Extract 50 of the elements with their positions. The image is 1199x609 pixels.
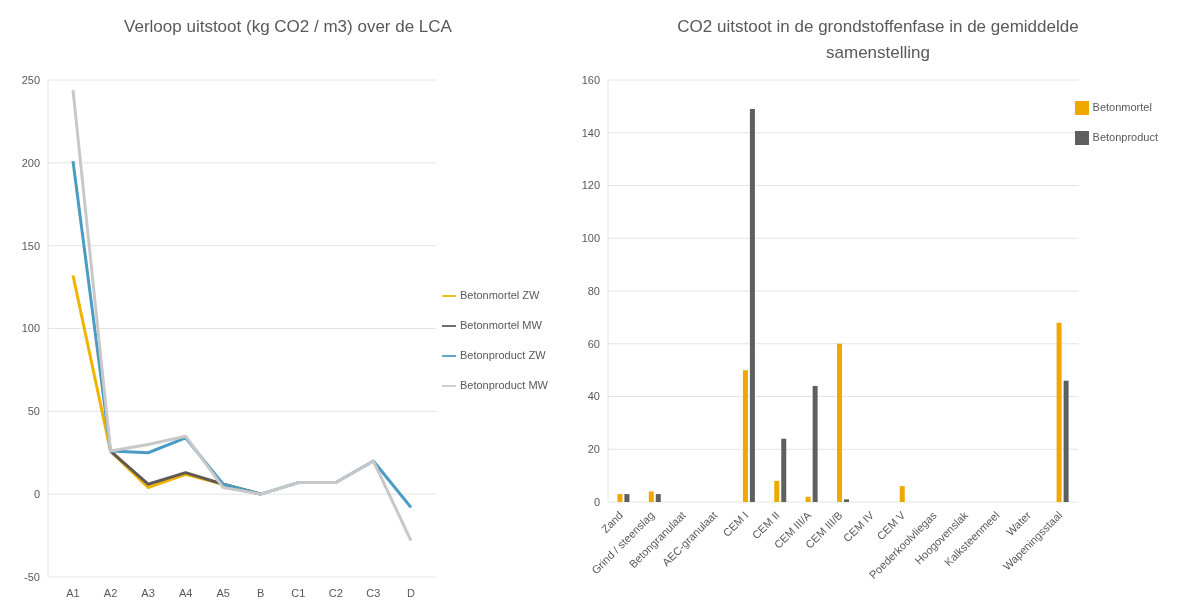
y-tick-label: 100 <box>21 322 40 335</box>
bar <box>1063 380 1069 502</box>
bar <box>749 109 755 502</box>
x-tick-label: A2 <box>103 587 118 599</box>
bar <box>774 480 780 502</box>
y-tick-label: 150 <box>21 239 40 252</box>
x-tick-label: C1 <box>291 587 306 599</box>
y-tick-label: 140 <box>581 126 600 139</box>
x-tick-label: B <box>257 587 265 599</box>
y-tick-label: 40 <box>587 390 600 403</box>
y-tick-label: 250 <box>21 73 40 86</box>
bar <box>648 491 654 502</box>
bar <box>655 494 661 502</box>
bar <box>837 343 843 502</box>
y-tick-label: 20 <box>587 443 600 456</box>
bar <box>624 494 630 502</box>
x-tick-label: A5 <box>216 587 230 599</box>
y-tick-label: 80 <box>587 284 600 297</box>
y-tick-label: 50 <box>27 405 40 418</box>
bar <box>742 370 748 502</box>
bar <box>805 496 811 502</box>
y-tick-label: 0 <box>33 488 40 501</box>
y-tick-label: 0 <box>593 495 600 508</box>
chart-title: CO2 uitstoot in de grondstoffenfase in de gemiddelde samenstelling <box>676 16 1080 64</box>
legend-label: Betonmortel MW <box>459 318 542 331</box>
bar <box>899 486 905 502</box>
x-tick-label: C2 <box>328 587 343 599</box>
y-tick-label: 200 <box>21 156 40 169</box>
bar <box>781 438 787 502</box>
y-tick-label: 60 <box>587 337 600 350</box>
bar <box>617 494 623 502</box>
x-tick-label: C3 <box>366 587 381 599</box>
bar <box>1056 322 1062 502</box>
bar <box>812 385 818 502</box>
legend-label: Betonproduct MW <box>459 378 548 391</box>
y-tick-label: 120 <box>581 179 600 192</box>
x-tick-label: A1 <box>66 587 80 599</box>
legend-label: Betonmortel <box>1092 101 1152 113</box>
legend-label: Betonproduct <box>1092 131 1158 143</box>
x-tick-label: A3 <box>141 587 155 599</box>
x-tick-label: D <box>406 587 415 599</box>
line-series <box>71 88 413 543</box>
y-tick-label: -50 <box>24 570 40 583</box>
legend-label: Betonmortel ZW <box>459 288 540 301</box>
legend-label: Betonproduct ZW <box>459 348 546 361</box>
y-tick-label: 160 <box>581 73 600 86</box>
bar <box>844 499 850 502</box>
chart-title: Verloop uitstoot (kg CO2 / m3) over de LCA <box>123 16 453 38</box>
y-tick-label: 100 <box>581 232 600 245</box>
x-tick-label: A4 <box>178 587 193 599</box>
